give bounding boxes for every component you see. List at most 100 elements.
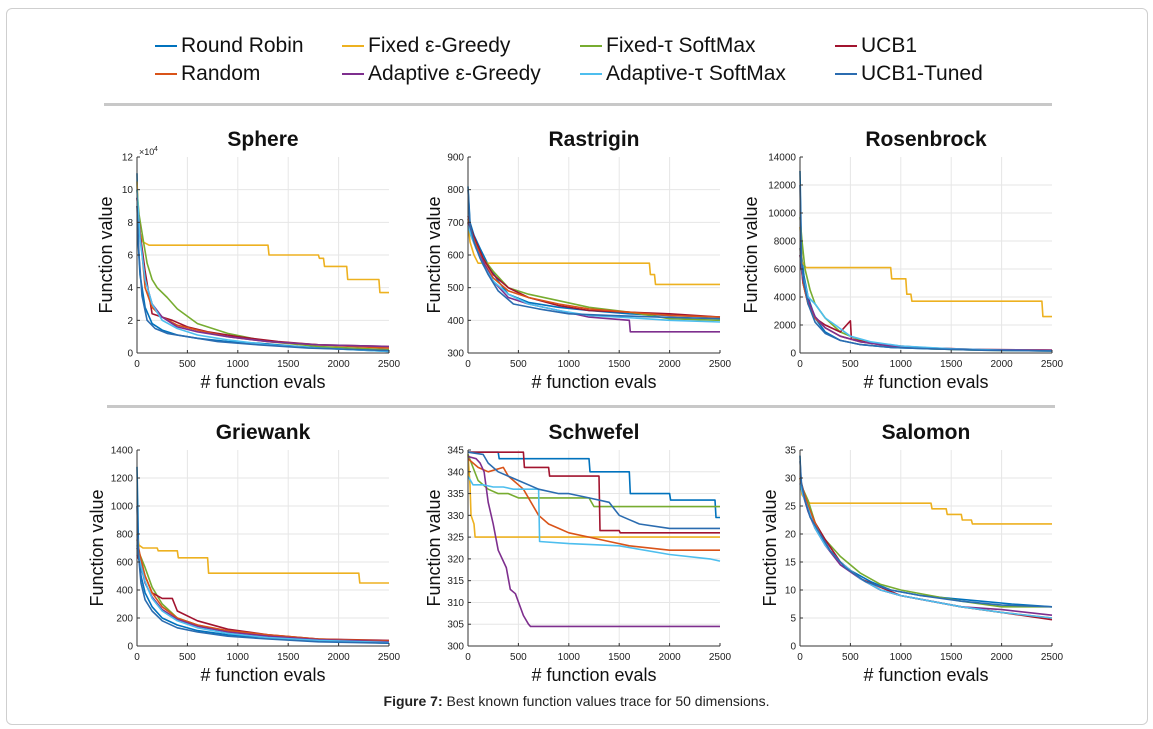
x-axis-label: # function evals	[863, 372, 988, 392]
legend-swatch-ucb1	[835, 45, 857, 47]
y-tick-label: 4000	[774, 293, 797, 304]
x-tick-label: 1000	[227, 652, 250, 663]
series-line-7	[799, 461, 1053, 608]
x-tick-label: 2500	[1041, 359, 1064, 370]
y-tick-label: 310	[447, 598, 464, 609]
x-tick-label: 2500	[1041, 652, 1064, 663]
x-tick-label: 500	[842, 652, 859, 663]
y-tick-label: 1200	[111, 474, 134, 485]
y-tick-label: 400	[447, 316, 464, 327]
x-tick-label: 2000	[990, 359, 1013, 370]
x-axis-label: # function evals	[200, 665, 325, 685]
x-tick-label: 1500	[277, 359, 300, 370]
series-line-2	[467, 454, 720, 508]
legend-item-ucb1: UCB1	[835, 32, 917, 60]
chart-title: Griewank	[216, 421, 311, 444]
series-line-3	[468, 451, 720, 534]
series-line-5	[467, 455, 720, 628]
series-line-7	[136, 205, 390, 352]
x-tick-label: 2000	[327, 359, 350, 370]
y-tick-label: 12000	[768, 181, 796, 192]
x-tick-label: 0	[134, 359, 140, 370]
series-line-1	[136, 181, 389, 294]
x-axis-label: # function evals	[863, 665, 988, 685]
series-line-4	[136, 539, 390, 642]
x-tick-label: 2000	[327, 652, 350, 663]
y-tick-label: 340	[447, 467, 464, 478]
y-multiplier-label: ×10	[139, 147, 154, 157]
legend-label-round-robin: Round Robin	[181, 34, 304, 57]
legend-swatch-ucb1-tuned	[835, 73, 857, 75]
legend-label-fixed-e-greedy: Fixed ε-Greedy	[368, 34, 511, 57]
x-tick-label: 1000	[558, 652, 581, 663]
x-tick-label: 1500	[608, 652, 631, 663]
y-tick-label: 1400	[111, 446, 134, 457]
figure-caption: Figure 7: Best known function values tra…	[0, 693, 1153, 709]
y-tick-label: 600	[116, 558, 133, 569]
y-tick-label: 30	[785, 474, 797, 485]
y-axis-label: Function value	[760, 489, 780, 606]
y-tick-label: 305	[447, 620, 464, 631]
x-tick-label: 0	[465, 359, 471, 370]
x-tick-label: 1500	[940, 359, 963, 370]
chart-panel-3: 0 500 1000 1500 2000 2500 0 200 400 600 800 1000 120…	[87, 421, 401, 685]
chart-title: Rastrigin	[548, 128, 639, 151]
series-line-7	[136, 505, 390, 644]
legend-label-fixed-tau-softmax: Fixed-τ SoftMax	[606, 34, 756, 57]
x-tick-label: 0	[134, 652, 140, 663]
series-line-1	[136, 533, 389, 584]
caption-text: Best known function values trace for 50 …	[442, 693, 770, 709]
y-tick-label: 800	[116, 530, 133, 541]
x-axis-label: # function evals	[531, 665, 656, 685]
series-line-0	[468, 451, 720, 519]
series-line-6	[136, 545, 390, 644]
y-tick-label: 500	[447, 283, 464, 294]
series-line-7	[799, 184, 1053, 352]
legend: Round Robin Fixed ε-Greedy Fixed-τ SoftM…	[0, 0, 1153, 100]
chart-panel-5: 0 500 1000 1500 2000 2500 0 5 10 15 20 25 30 35 Salomo…	[760, 421, 1064, 685]
y-tick-label: 0	[127, 642, 133, 653]
legend-swatch-round-robin	[155, 45, 177, 47]
x-tick-label: 2500	[378, 359, 401, 370]
x-tick-label: 0	[797, 652, 803, 663]
x-tick-label: 500	[510, 652, 527, 663]
x-tick-label: 500	[842, 359, 859, 370]
series-line-7	[467, 451, 720, 530]
y-tick-label: 8	[127, 218, 133, 229]
chart-panel-4: 0 500 1000 1500 2000 2500 300 305 310 315 320 325 33…	[424, 421, 732, 685]
y-tick-label: 300	[447, 642, 464, 653]
y-tick-label: 25	[785, 502, 797, 513]
chart-title: Schwefel	[548, 421, 639, 444]
y-tick-label: 5	[790, 614, 796, 625]
y-tick-label: 200	[116, 614, 133, 625]
y-tick-label: 8000	[774, 237, 797, 248]
series-line-7	[467, 189, 721, 320]
y-tick-label: 6000	[774, 265, 797, 276]
y-tick-label: 20	[785, 530, 797, 541]
x-tick-label: 2500	[378, 652, 401, 663]
legend-label-random: Random	[181, 62, 261, 85]
x-tick-label: 1000	[227, 359, 250, 370]
y-tick-label: 0	[790, 349, 796, 360]
y-tick-label: 700	[447, 218, 464, 229]
y-tick-label: 15	[785, 558, 797, 569]
legend-item-adaptive-tau-softmax: Adaptive-τ SoftMax	[580, 60, 786, 88]
y-axis-label: Function value	[741, 196, 761, 313]
series-line-1	[467, 222, 720, 286]
y-axis-label: Function value	[96, 196, 116, 313]
x-tick-label: 2000	[658, 652, 681, 663]
y-tick-label: 35	[785, 446, 797, 457]
legend-label-adaptive-e-greedy: Adaptive ε-Greedy	[368, 62, 541, 85]
y-tick-label: 320	[447, 554, 464, 565]
chart-title: Salomon	[882, 421, 971, 444]
y-tick-label: 325	[447, 533, 464, 544]
legend-label-adaptive-tau-softmax: Adaptive-τ SoftMax	[606, 62, 786, 85]
legend-swatch-fixed-tau-softmax	[580, 45, 602, 47]
legend-item-round-robin: Round Robin	[155, 32, 304, 60]
caption-label: Figure 7:	[383, 693, 443, 709]
x-tick-label: 0	[797, 359, 803, 370]
y-tick-label: 14000	[768, 153, 796, 164]
y-tick-label: 2	[127, 316, 133, 327]
legend-swatch-adaptive-tau-softmax	[580, 73, 602, 75]
